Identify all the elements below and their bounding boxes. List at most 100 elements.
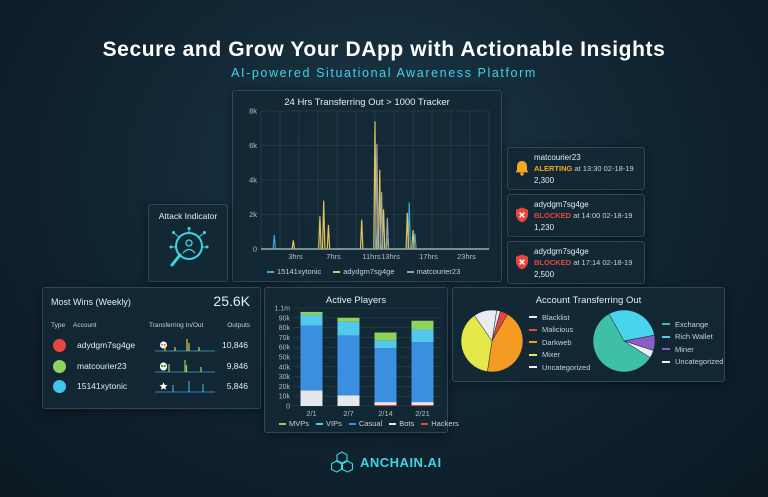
y-tick-label: 0 <box>286 404 290 411</box>
legend-bots: Bots <box>389 419 414 428</box>
bar-vips-2/7 <box>337 321 360 336</box>
x-tick-label: 2/7 <box>343 409 353 418</box>
bar-mvps-2/1 <box>300 311 323 315</box>
y-tick-label: 1.1m <box>274 306 290 313</box>
legend-vips: VIPs <box>316 419 342 428</box>
column-transfer: Transferring In/Out <box>149 322 204 329</box>
table-row[interactable]: adydgm7sg4ge 10,846 <box>51 337 252 355</box>
y-tick-label: 40k <box>279 364 291 371</box>
transfer-sparkline <box>155 360 215 373</box>
pie2-slice-exchange <box>592 313 651 373</box>
alert-status: BLOCKED <box>534 258 572 267</box>
bar-casual-2/1 <box>300 325 323 391</box>
x-tick-label: 11hrs <box>362 252 380 261</box>
pie2-slice-uncategorized <box>623 340 654 358</box>
transfer-sparkline <box>155 381 215 393</box>
table-row[interactable]: matcourier23 9,846 <box>51 358 252 376</box>
y-tick-label: 0 <box>253 245 257 254</box>
bar-mvps-2/7 <box>337 317 360 322</box>
table-row[interactable]: 15141xytonic 5,846 <box>51 378 252 396</box>
legend-mixer: Mixer <box>529 349 590 362</box>
pie1-slice-uncategorized <box>474 309 497 342</box>
bar-vips-2/21 <box>411 329 434 343</box>
bar-hackers-2/14 <box>374 405 397 406</box>
bar-hackers-2/21 <box>411 405 434 406</box>
alert-account: adydgm7sg4ge <box>534 247 589 256</box>
pie2-legend: Exchange Rich Wallet Miner Uncategorized <box>662 318 723 368</box>
alert-account: matcourier23 <box>534 153 581 162</box>
legend-miner: Miner <box>662 343 723 356</box>
pie2-slice-rich-wallet <box>608 309 655 342</box>
bar-casual-2/14 <box>374 348 397 403</box>
y-tick-label: 6k <box>249 141 257 150</box>
x-tick-label: 2/21 <box>415 409 430 418</box>
column-outputs: Outputs <box>227 322 250 329</box>
bar-bots-2/7 <box>337 395 360 406</box>
avatar-skull-icon <box>53 339 167 352</box>
page-subtitle: AI-powered Situational Awareness Platfor… <box>231 66 537 80</box>
bar-bots-2/14 <box>374 402 397 406</box>
y-tick-label: 70k <box>279 335 291 342</box>
bar-casual-2/21 <box>411 342 434 403</box>
x-tick-label: 17hrs <box>419 252 438 261</box>
legend-mvps: MVPs <box>279 419 309 428</box>
tracker-chart-card: 24 Hrs Transferring Out > 1000 Tracker 0… <box>232 90 502 282</box>
alert-card[interactable]: matcourier23 ALERTING at 13:30 02-18-19 … <box>507 147 645 190</box>
legend-casual: Casual <box>348 419 382 428</box>
row-account: adydgm7sg4ge <box>77 340 136 350</box>
page-title: Secure and Grow Your DApp with Actionabl… <box>102 38 666 61</box>
legend-hackers: Hackers <box>421 419 459 428</box>
column-type: Type <box>51 322 66 329</box>
anchain-cubes-icon <box>330 451 354 473</box>
transfer-out-title: Account Transferring Out <box>535 295 642 306</box>
legend-blacklist: Blacklist <box>529 311 590 324</box>
alert-account: adydgm7sg4ge <box>534 200 589 209</box>
series-matcourier23 <box>261 143 489 250</box>
bar-casual-2/7 <box>337 335 360 396</box>
transfer-out-card: Account Transferring Out Blacklist Malic… <box>452 287 725 382</box>
legend-uncategorized-2: Uncategorized <box>662 356 723 369</box>
y-tick-label: 10k <box>279 394 291 401</box>
legend-uncategorized: Uncategorized <box>529 361 590 374</box>
y-tick-label: 80k <box>279 325 291 332</box>
active-players-card: Active Players 0 10k 20k 30k 40k 50k 60k 70k 80k… <box>264 287 459 433</box>
x-tick-label: 7hrs <box>326 252 341 261</box>
legend-matcourier23: matcourier23 <box>406 267 460 276</box>
most-wins-title: Most Wins (Weekly) <box>51 297 131 307</box>
row-outputs: 10,846 <box>222 340 248 350</box>
bar-vips-2/14 <box>374 340 397 349</box>
alert-status: ALERTING <box>534 164 573 173</box>
y-tick-label: 50k <box>279 355 291 362</box>
row-account: matcourier23 <box>77 361 127 371</box>
alert-status-line: BLOCKED at 17:14 02-18-19 <box>534 258 633 267</box>
bell-icon <box>515 161 529 176</box>
y-tick-label: 2k <box>249 210 257 219</box>
bar-mvps-2/21 <box>411 320 434 330</box>
x-tick-label: 23hrs <box>457 252 476 261</box>
bar-vips-2/1 <box>300 314 323 326</box>
x-tick-label: 2/14 <box>378 409 393 418</box>
brand-name: ANCHAIN.AI <box>360 454 442 470</box>
y-tick-label: 60k <box>279 345 291 352</box>
magnifier-network-icon <box>169 227 209 267</box>
pie1-slice-darkweb <box>487 313 524 373</box>
most-wins-card: Most Wins (Weekly) 25.6K Type Account Tr… <box>42 287 261 409</box>
attack-indicator-title: Attack Indicator <box>158 211 218 221</box>
transfer-sparkline <box>155 339 215 352</box>
alert-card[interactable]: adydgm7sg4ge BLOCKED at 14:00 02-18-19 1… <box>507 194 645 237</box>
x-tick-label: 3hrs <box>288 252 303 261</box>
alert-card[interactable]: adydgm7sg4ge BLOCKED at 17:14 02-18-19 2… <box>507 241 645 284</box>
tracker-chart: 0 2k 4k 6k 8k 3hrs 7hrs 11hrs 13hrs 17hrs 23hrs <box>249 107 490 261</box>
avatar-alien-icon <box>53 360 168 373</box>
legend-15141xytonic: 15141xytonic <box>267 267 321 276</box>
y-tick-label: 8k <box>249 107 257 116</box>
alert-value: 2,300 <box>534 176 555 185</box>
x-tick-label: 2/1 <box>306 409 316 418</box>
y-tick-label: 30k <box>279 374 291 381</box>
attack-indicator-card[interactable]: Attack Indicator <box>148 204 228 282</box>
most-wins-total: 25.6K <box>213 293 250 309</box>
active-players-title: Active Players <box>325 295 387 306</box>
brand-logo[interactable]: ANCHAIN.AI <box>330 451 442 473</box>
y-tick-label: 4k <box>249 176 257 185</box>
